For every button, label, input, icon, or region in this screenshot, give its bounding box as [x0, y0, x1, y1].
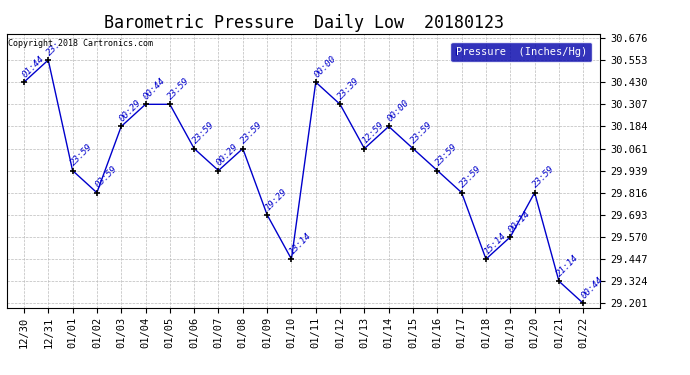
Text: 03:59: 03:59: [93, 165, 119, 190]
Text: 00:29: 00:29: [117, 98, 143, 124]
Text: 21:14: 21:14: [555, 253, 581, 279]
Text: 23:39: 23:39: [337, 76, 362, 102]
Text: 12:59: 12:59: [361, 120, 386, 146]
Text: 23:59: 23:59: [239, 120, 264, 146]
Text: 00:14: 00:14: [506, 209, 532, 234]
Text: 23:59: 23:59: [458, 165, 484, 190]
Text: 15:14: 15:14: [482, 231, 508, 256]
Text: 23:59: 23:59: [434, 142, 459, 168]
Text: 01:44: 01:44: [20, 54, 46, 80]
Legend: Pressure  (Inches/Hg): Pressure (Inches/Hg): [451, 42, 592, 62]
Text: 00:29: 00:29: [215, 142, 240, 168]
Text: 00:00: 00:00: [312, 54, 337, 80]
Text: 23:59: 23:59: [190, 120, 216, 146]
Text: 23:59: 23:59: [531, 165, 556, 190]
Text: 23:59: 23:59: [166, 76, 192, 102]
Text: 23:59: 23:59: [409, 120, 435, 146]
Text: 13:14: 13:14: [288, 231, 313, 256]
Text: 19:29: 19:29: [264, 187, 289, 212]
Text: 00:44: 00:44: [580, 275, 605, 301]
Text: 23:: 23:: [45, 39, 62, 57]
Text: 00:00: 00:00: [385, 98, 411, 124]
Text: 23:59: 23:59: [69, 142, 95, 168]
Text: 00:44: 00:44: [142, 76, 167, 102]
Title: Barometric Pressure  Daily Low  20180123: Barometric Pressure Daily Low 20180123: [104, 14, 504, 32]
Text: Copyright 2018 Cartronics.com: Copyright 2018 Cartronics.com: [8, 39, 153, 48]
